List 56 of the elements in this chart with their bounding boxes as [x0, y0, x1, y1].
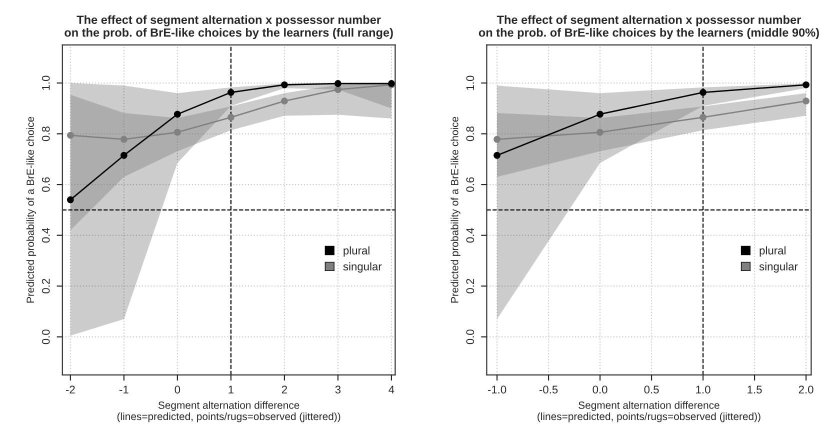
y-tick-label: 0.2	[42, 278, 50, 294]
chart-title: The effect of segment alternation x possessor number on the prob. of BrE-like choices by the learners (full range)	[64, 15, 393, 40]
point	[334, 80, 342, 87]
x-tick-label: 3	[335, 386, 341, 394]
point	[700, 114, 707, 121]
point	[66, 132, 74, 139]
x-axis-title: Segment alternation difference (lines=predicted, points/rugs=observed (jittered))	[117, 401, 340, 422]
x-tick-label: -2	[66, 386, 75, 394]
chart-title: The effect of segment alternation x possessor number on the prob. of BrE-like choices by the learners (middle 90%)	[478, 15, 819, 40]
y-tick-label: 1.0	[466, 76, 474, 90]
x-tick-label: 1.5	[748, 386, 762, 394]
legend-label: plural	[760, 246, 786, 257]
y-tick-label: 0.0	[42, 330, 50, 344]
point	[120, 152, 128, 159]
y-axis-title: Predicted probability of a BrE-like choice	[450, 116, 460, 303]
y-tick-label: 0.8	[466, 126, 474, 142]
point	[700, 88, 707, 96]
y-tick-label: 0.4	[42, 228, 50, 243]
legend-label: singular	[759, 262, 798, 273]
x-tick-label: 1.0	[696, 386, 710, 394]
y-tick-label: 0.8	[42, 126, 50, 142]
x-tick-label: -1.0	[488, 386, 506, 394]
legend-label: singular	[343, 262, 382, 273]
x-tick-label: 0.0	[592, 386, 608, 394]
x-tick-label: 2	[282, 386, 287, 394]
x-tick-label: 1	[228, 386, 234, 394]
point	[120, 136, 128, 143]
point	[334, 86, 342, 94]
point	[494, 136, 500, 143]
y-tick-label: 0.4	[466, 228, 474, 243]
point	[596, 110, 604, 118]
y-tick-label: 0.2	[466, 278, 474, 294]
x-tick-label: -1	[119, 386, 128, 394]
point	[174, 110, 181, 118]
point	[596, 128, 604, 136]
point	[802, 81, 810, 88]
y-tick-label: 0.6	[466, 177, 474, 192]
point	[802, 98, 810, 105]
y-tick-label: 0.6	[42, 177, 50, 192]
point	[227, 88, 234, 96]
y-tick-label: 1.0	[42, 76, 50, 90]
x-axis-title: Segment alternation difference (lines=predicted, points/rugs=observed (jittered))	[538, 401, 760, 422]
point	[280, 98, 288, 105]
x-tick-label: 0	[174, 386, 180, 394]
x-tick-label: -0.5	[539, 386, 558, 394]
point	[280, 81, 288, 88]
point	[227, 114, 234, 121]
x-tick-label: 4	[388, 386, 394, 394]
x-tick-label: 0.5	[644, 386, 659, 394]
legend-label: plural	[344, 246, 370, 257]
point	[494, 152, 500, 159]
point	[174, 128, 181, 136]
y-axis-title: Predicted probability of a BrE-like choice	[26, 116, 36, 303]
x-tick-label: 2.0	[798, 386, 814, 394]
y-tick-label: 0.0	[466, 330, 474, 344]
point	[66, 196, 74, 204]
